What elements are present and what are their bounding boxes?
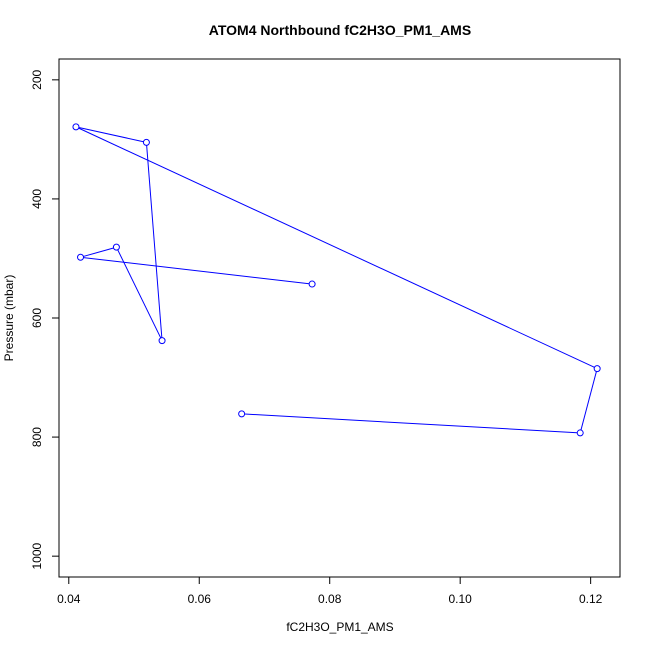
chart-title: ATOM4 Northbound fC2H3O_PM1_AMS — [209, 22, 471, 38]
y-axis: 200 400 600 800 1000 — [30, 70, 60, 570]
x-tick-label: 0.06 — [188, 592, 212, 606]
x-axis: 0.04 0.06 0.08 0.10 0.12 — [57, 576, 603, 606]
series-segment — [117, 249, 162, 339]
y-tick-label: 200 — [30, 70, 44, 90]
y-axis-label: Pressure (mbar) — [2, 275, 16, 362]
series-segment — [83, 257, 310, 285]
data-point — [593, 365, 601, 373]
data-point — [142, 138, 150, 146]
plot-area — [58, 58, 621, 578]
y-tick-label: 800 — [30, 427, 44, 447]
x-tick-label: 0.12 — [579, 592, 603, 606]
series-segment — [78, 127, 595, 368]
x-axis-label: fC2H3O_PM1_AMS — [286, 620, 393, 634]
x-tick-label: 0.04 — [57, 592, 81, 606]
data-point — [72, 123, 80, 131]
series-segment — [83, 247, 114, 257]
data-point — [576, 429, 584, 437]
data-series — [72, 123, 601, 437]
x-tick-label: 0.10 — [449, 592, 473, 606]
series-segment — [146, 145, 163, 338]
data-point — [158, 337, 166, 345]
y-tick-label: 400 — [30, 189, 44, 209]
y-tick-label: 1000 — [30, 542, 44, 569]
series-segment — [244, 413, 578, 434]
series-segment — [580, 371, 597, 431]
data-point — [238, 410, 246, 418]
data-point — [112, 243, 120, 251]
data-point — [308, 280, 316, 288]
x-tick-label: 0.08 — [318, 592, 342, 606]
series-segment — [78, 127, 144, 143]
y-tick-label: 600 — [30, 308, 44, 328]
data-point — [77, 253, 85, 261]
